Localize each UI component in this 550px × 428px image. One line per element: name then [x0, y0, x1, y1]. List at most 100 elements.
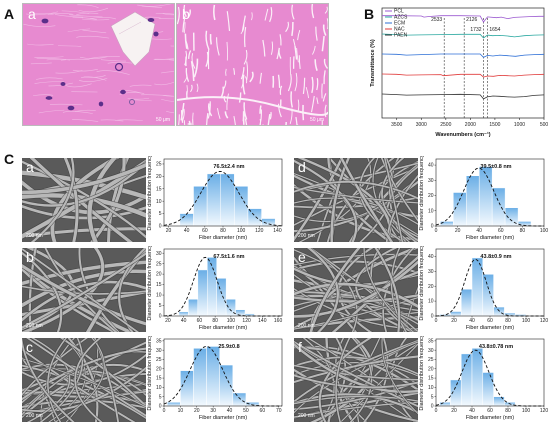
he-cleft [192, 112, 194, 125]
he-cleft [276, 49, 280, 60]
histogram-y-axis-label: Diameter distribution frequency [419, 156, 425, 231]
he-cleft [240, 67, 245, 80]
sem-fiber [294, 256, 358, 332]
he-cleft [223, 80, 227, 89]
sem-fiber [363, 338, 389, 422]
he-fiber [27, 43, 54, 46]
histogram-x-tick-label: 40 [227, 408, 233, 414]
he-cleft [259, 72, 262, 84]
he-cleft [277, 74, 281, 88]
he-cleft [298, 55, 301, 70]
he-scale-a: 50 μm [156, 117, 170, 123]
histogram-y-tick-label: 15 [156, 282, 162, 288]
histogram-x-tick-label: 20 [451, 318, 457, 324]
histogram-x-tick-label: 20 [455, 228, 461, 234]
histogram-annotation: 43.8±0.78 nm [479, 344, 513, 350]
ftir-reference-label: 1732 [470, 27, 481, 33]
ftir-series-ecm [381, 53, 545, 58]
he-cleft [249, 71, 254, 83]
he-cleft [316, 97, 319, 105]
ftir-reference-label: 2126 [466, 17, 477, 23]
histogram-y-tick-label: 0 [431, 314, 434, 320]
sem-fiber [294, 361, 418, 377]
he-fiber [79, 56, 108, 59]
sem-fiber [26, 338, 146, 417]
histogram-y-tick-label: 20 [428, 193, 434, 199]
he-cleft [190, 60, 195, 82]
he-cleft [270, 41, 274, 55]
histogram-x-tick-label: 0 [435, 228, 438, 234]
he-vessel [114, 62, 124, 72]
sem-fiber [47, 338, 68, 422]
sem-fibers [294, 158, 418, 242]
sem-fiber [74, 338, 103, 422]
histogram-x-tick-label: 80 [505, 318, 511, 324]
histogram-bar [167, 402, 181, 407]
sem-sub-label: a [26, 159, 34, 175]
sem-fiber [22, 160, 146, 239]
sem-scale-bar: 200 nm [26, 323, 43, 329]
sem-image-f: f 200 nm [294, 338, 418, 422]
histogram-plot: 0 20 40 60 80 100 120 0 5 10 15 20 25 30 35 Fiber diame… [419, 336, 548, 421]
histogram-x-tick-label: 80 [212, 318, 218, 324]
he-cleft [183, 22, 186, 34]
sem-image-e: e 200 nm [294, 248, 418, 332]
histogram-x-tick-label: 140 [258, 318, 267, 324]
histogram-x-tick-label: 30 [210, 408, 216, 414]
histogram-x-axis-label: Fiber diameter (nm) [466, 235, 514, 241]
he-nucleus [45, 96, 53, 100]
histogram-y-tick-label: 40 [428, 254, 434, 260]
sem-fiber [294, 260, 418, 318]
sem-fiber [363, 248, 415, 332]
histogram-annotation: 76.5±2.4 nm [213, 164, 244, 170]
he-vessel [129, 99, 135, 105]
histogram-frame [163, 248, 283, 317]
he-cleft [262, 39, 266, 57]
histogram-x-tick-label: 40 [469, 318, 475, 324]
he-fiber [90, 17, 117, 20]
sem-fiber [294, 393, 418, 414]
sem-image-a: a 200 nm [22, 158, 146, 242]
sem-scale-bar: 200 nm [298, 233, 315, 239]
histogram-bar [178, 311, 189, 317]
histogram-bar [482, 274, 494, 317]
he-cleft [233, 115, 236, 125]
he-tissue-a [23, 4, 174, 125]
he-cleft [190, 84, 193, 93]
sem-fiber [294, 159, 358, 242]
he-cleft [285, 122, 287, 125]
ftir-x-tick-label: 2500 [440, 122, 451, 128]
histogram-x-axis-label: Fiber diameter (nm) [199, 325, 247, 331]
sem-fiber [381, 338, 418, 415]
he-sub-label-b: b [182, 6, 190, 22]
he-void [110, 11, 156, 67]
histogram-bar [460, 288, 473, 317]
he-cleft [209, 33, 212, 45]
sem-image-c: c 200 nm [22, 338, 146, 422]
he-fiber [170, 45, 174, 47]
histogram-x-tick-label: 100 [237, 228, 246, 234]
sem-fiber [306, 338, 418, 414]
sem-fiber [294, 196, 418, 209]
histogram-bar [450, 311, 462, 317]
he-cleft [183, 120, 186, 125]
he-cleft [213, 4, 216, 21]
histogram-bar [197, 269, 208, 317]
sem-fiber [390, 248, 408, 332]
ftir-x-tick-label: 500 [540, 122, 549, 128]
he-cleft [259, 105, 262, 114]
histogram-x-tick-label: 60 [487, 408, 493, 414]
ftir-frame [381, 7, 545, 119]
he-cleft [323, 70, 326, 85]
he-cleft [233, 68, 236, 75]
histogram-x-tick-label: 20 [194, 408, 200, 414]
he-cleft [314, 59, 318, 71]
histogram-y-tick-label: 25 [156, 357, 162, 363]
histogram-y-tick-label: 5 [159, 394, 162, 400]
histogram-y-tick-label: 40 [428, 163, 434, 169]
sem-fibers [22, 338, 146, 422]
histogram-frame [435, 158, 545, 227]
histogram-a: 20 40 60 80 100 120 140 0 5 10 15 20 25 Fiber diamete… [146, 156, 288, 242]
ftir-x-tick-label: 3000 [416, 122, 427, 128]
histogram-y-tick-label: 30 [428, 178, 434, 184]
